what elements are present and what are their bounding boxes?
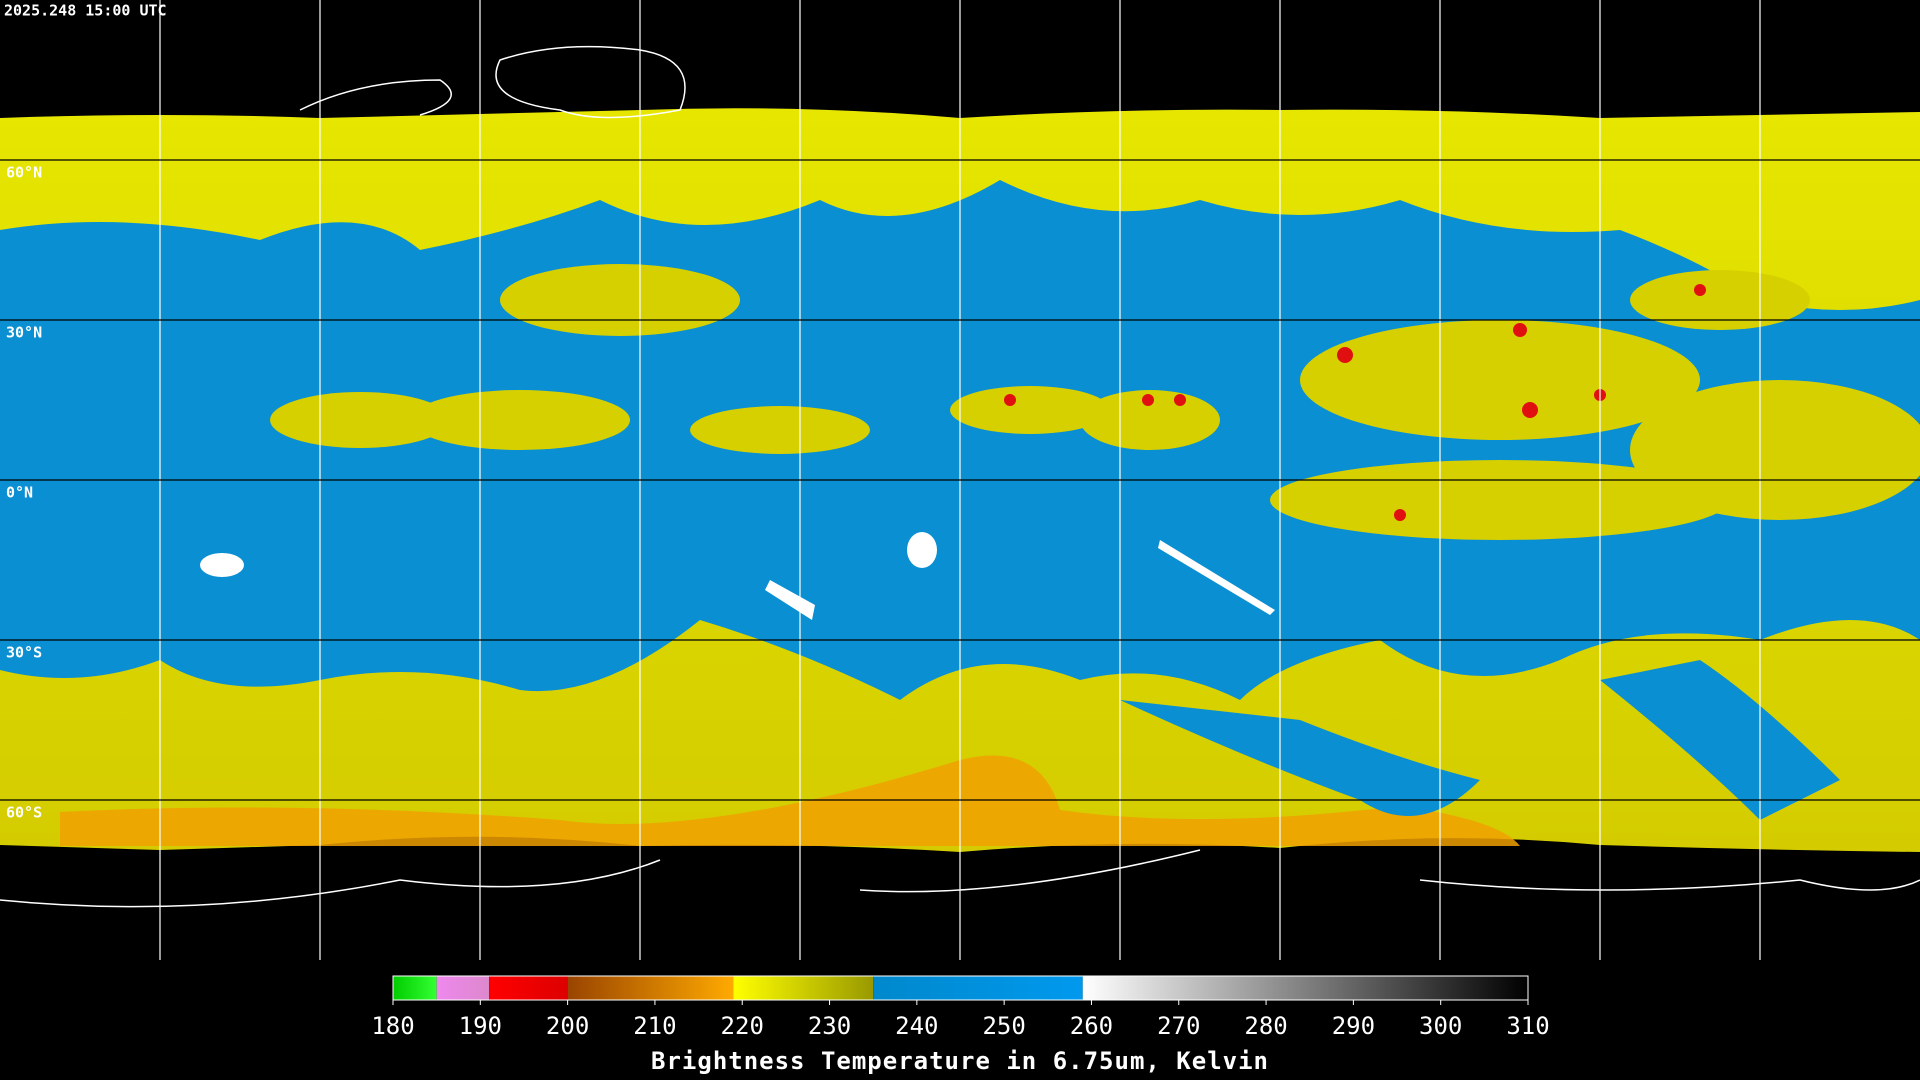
colorbar-tick-label: 260: [1070, 1012, 1113, 1040]
colorbar-tick-label: 310: [1506, 1012, 1549, 1040]
graticule: 60°N 30°N 0°N 30°S 60°S: [6, 0, 1761, 960]
latitude-label: 60°N: [6, 164, 42, 182]
colorbar-tick-label: 280: [1244, 1012, 1287, 1040]
colorbar-tick-label: 290: [1332, 1012, 1375, 1040]
colorbar-segment: [567, 976, 734, 1000]
colorbar-segment: [489, 976, 568, 1000]
latitude-label: 30°N: [6, 324, 42, 342]
colorbar-tick-label: 240: [895, 1012, 938, 1040]
dry-tongue: [1120, 660, 1840, 820]
colorbar-tick-label: 230: [808, 1012, 851, 1040]
colorbar-segment: [873, 976, 1083, 1000]
latitude-label: 0°N: [6, 484, 33, 502]
colorbar-tick-label: 250: [982, 1012, 1025, 1040]
colorbar-tick-label: 200: [546, 1012, 589, 1040]
colorbar-frame: [392, 975, 1529, 1001]
coastline: [0, 45, 1920, 908]
convective-cores: [1004, 284, 1706, 521]
colorbar-segment: [733, 976, 874, 1000]
colorbar-tick-label: 190: [459, 1012, 502, 1040]
colorbar-title: Brightness Temperature in 6.75um, Kelvin: [651, 1047, 1269, 1075]
colorbar-segment: [436, 976, 490, 1000]
colorbar-tick-label: 300: [1419, 1012, 1462, 1040]
colorbar-tick-label: 220: [721, 1012, 764, 1040]
latitude-label: 30°S: [6, 644, 42, 662]
timestamp: 2025.248 15:00 UTC: [4, 2, 167, 20]
colorbar-tick-label: 180: [371, 1012, 414, 1040]
very-dry: [200, 532, 1275, 620]
latitude-label: 60°S: [6, 804, 42, 822]
upper-orange: [60, 755, 1520, 846]
colorbar-segment: [393, 976, 437, 1000]
colorbar-tick-label: 270: [1157, 1012, 1200, 1040]
colorbar-segment: [1082, 976, 1528, 1000]
colorbar: 180 190 200 210 220 230 240 250 260 270 280 290 300 3…: [371, 975, 1550, 1040]
colorbar-tick-label: 210: [633, 1012, 676, 1040]
